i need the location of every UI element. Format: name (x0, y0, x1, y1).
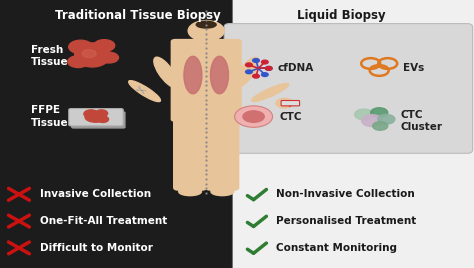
Text: Constant Monitoring: Constant Monitoring (276, 243, 397, 253)
Ellipse shape (85, 112, 106, 122)
Circle shape (246, 63, 252, 67)
Ellipse shape (154, 57, 178, 88)
Circle shape (262, 73, 268, 76)
FancyBboxPatch shape (224, 24, 473, 153)
Circle shape (242, 110, 265, 123)
Circle shape (95, 110, 108, 117)
Text: cfDNA: cfDNA (277, 63, 313, 73)
FancyBboxPatch shape (0, 0, 232, 268)
Ellipse shape (235, 57, 258, 88)
FancyBboxPatch shape (205, 113, 239, 191)
Circle shape (265, 66, 272, 70)
Text: FFPE
Tissue: FFPE Tissue (31, 105, 68, 128)
FancyBboxPatch shape (173, 113, 207, 191)
Circle shape (69, 40, 92, 54)
Ellipse shape (75, 43, 110, 67)
Circle shape (68, 56, 89, 68)
Ellipse shape (179, 188, 201, 196)
Text: Fresh
Tissue: Fresh Tissue (31, 45, 68, 68)
Circle shape (253, 59, 259, 62)
Circle shape (378, 114, 395, 124)
FancyBboxPatch shape (71, 111, 126, 129)
Circle shape (246, 70, 252, 74)
Ellipse shape (211, 188, 234, 196)
Text: Personalised Treatment: Personalised Treatment (276, 216, 416, 226)
Text: Difficult to Monitor: Difficult to Monitor (40, 243, 153, 253)
Text: Non-Invasive Collection: Non-Invasive Collection (276, 189, 415, 199)
Text: Traditional Tissue Biopsy: Traditional Tissue Biopsy (55, 9, 220, 23)
Circle shape (188, 21, 224, 41)
Circle shape (362, 115, 383, 126)
Circle shape (84, 110, 98, 118)
Circle shape (100, 52, 118, 63)
Circle shape (276, 98, 293, 108)
Circle shape (373, 122, 388, 130)
Text: CTC: CTC (280, 111, 302, 122)
Circle shape (253, 74, 259, 78)
Ellipse shape (128, 81, 161, 102)
Circle shape (97, 116, 109, 122)
FancyBboxPatch shape (171, 39, 242, 122)
Circle shape (235, 106, 273, 127)
Ellipse shape (252, 83, 289, 102)
Circle shape (265, 66, 272, 70)
Ellipse shape (210, 56, 228, 94)
Ellipse shape (82, 50, 96, 58)
Text: EVs: EVs (403, 63, 424, 73)
Circle shape (371, 108, 388, 117)
Text: ✂: ✂ (132, 83, 147, 99)
Circle shape (355, 109, 374, 120)
Circle shape (94, 40, 115, 51)
Text: One-Fit-All Treatment: One-Fit-All Treatment (40, 216, 167, 226)
FancyBboxPatch shape (200, 35, 212, 43)
FancyBboxPatch shape (69, 109, 123, 126)
Circle shape (262, 60, 268, 64)
Text: Invasive Collection: Invasive Collection (40, 189, 151, 199)
Text: Liquid Biopsy: Liquid Biopsy (297, 9, 385, 23)
FancyBboxPatch shape (281, 100, 300, 106)
Ellipse shape (184, 56, 202, 94)
Text: CTC
Cluster: CTC Cluster (401, 110, 443, 132)
Ellipse shape (196, 21, 216, 28)
